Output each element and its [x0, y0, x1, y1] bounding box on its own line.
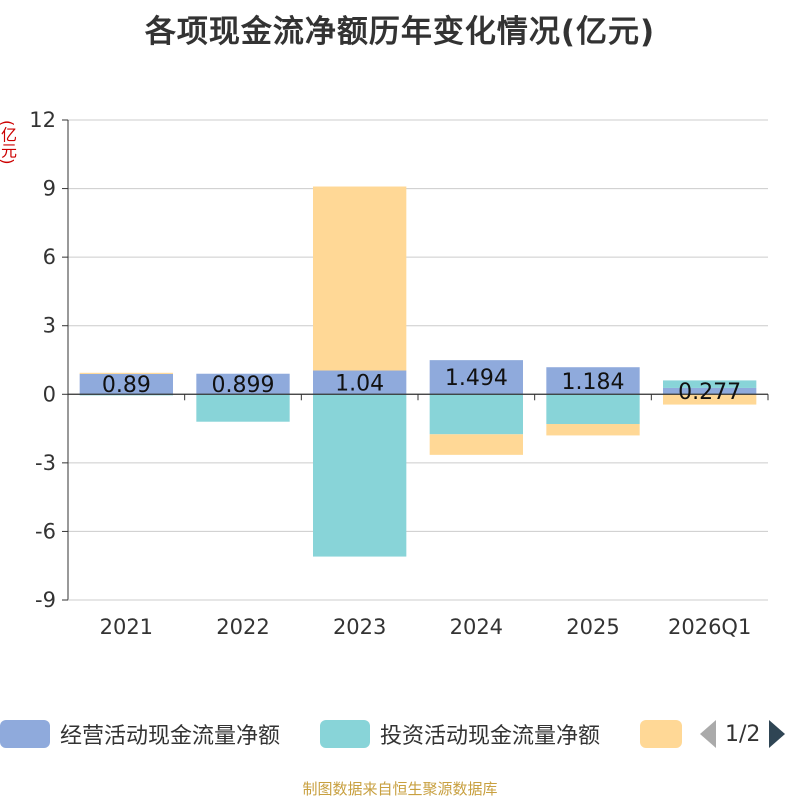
bar-operating-2026Q1	[663, 387, 757, 395]
data-label: 0.899	[212, 373, 275, 398]
data-label: 0.277	[678, 380, 741, 405]
x-tick-label: 2025	[566, 615, 619, 639]
bar-operating-2024	[429, 360, 523, 395]
y-axis-unit-label: (亿元)	[0, 120, 17, 165]
data-label: 1.494	[445, 366, 508, 391]
data-source-footer: 制图数据来自恒生聚源数据库	[302, 780, 498, 798]
chart-title: 各项现金流净额历年变化情况(亿元)	[144, 14, 656, 50]
bar-investing-2025	[546, 394, 640, 424]
legend-item-financing[interactable]	[640, 716, 682, 752]
y-tick-label: -6	[35, 519, 56, 543]
bar-investing-2023	[313, 394, 407, 557]
legend-label-investing: 投资活动现金流量净额	[380, 724, 601, 749]
legend-prev-page-icon[interactable]	[700, 720, 716, 748]
x-tick-label: 2026Q1	[668, 615, 751, 639]
legend-pager: 1/2	[700, 716, 786, 752]
bar-operating-2021	[79, 373, 173, 395]
bar-chart: 12 9 6 3 0 -3 -6 -9 2021 2022 2023 2024 2025 2026Q1 0.…	[29, 108, 769, 639]
bar-financing-2021	[79, 372, 173, 374]
x-tick-label: 2024	[450, 615, 503, 639]
legend-swatch-operating	[0, 720, 50, 748]
bar-financing-2023	[313, 186, 407, 371]
y-tick-label: 9	[43, 177, 56, 201]
y-tick-label: -3	[35, 451, 56, 475]
y-tick-label: 3	[43, 314, 56, 338]
bar-investing-2022	[196, 394, 290, 422]
legend: 经营活动现金流量净额 投资活动现金流量净额 1/2	[0, 716, 800, 752]
legend-label-operating: 经营活动现金流量净额	[60, 724, 281, 749]
data-label: 1.04	[335, 371, 384, 396]
legend-swatch-financing	[640, 720, 682, 748]
legend-swatch-investing	[320, 720, 370, 748]
legend-next-page-icon[interactable]	[769, 720, 786, 748]
bar-operating-2022	[196, 373, 290, 395]
legend-item-investing[interactable]: 投资活动现金流量净额	[320, 716, 600, 752]
bar-investing-2026Q1	[663, 380, 757, 388]
bar-operating-2023	[313, 370, 407, 395]
legend-page-indicator: 1/2	[725, 721, 761, 747]
bar-financing-2026Q1	[663, 394, 757, 405]
x-tick-label: 2021	[100, 615, 153, 639]
y-tick-label: 12	[29, 108, 56, 132]
bar-financing-2025	[546, 424, 640, 436]
x-tick-label: 2023	[333, 615, 386, 639]
x-tick-label: 2022	[216, 615, 269, 639]
data-label: 0.89	[102, 373, 151, 398]
bar-operating-2025	[546, 367, 640, 395]
bar-financing-2024	[429, 434, 523, 455]
bar-investing-2024	[429, 394, 523, 435]
legend-item-operating[interactable]: 经营活动现金流量净额	[0, 716, 280, 752]
y-tick-label: -9	[35, 588, 56, 612]
y-tick-label: 0	[43, 382, 56, 406]
data-label: 1.184	[562, 370, 625, 395]
y-tick-label: 6	[43, 245, 56, 269]
